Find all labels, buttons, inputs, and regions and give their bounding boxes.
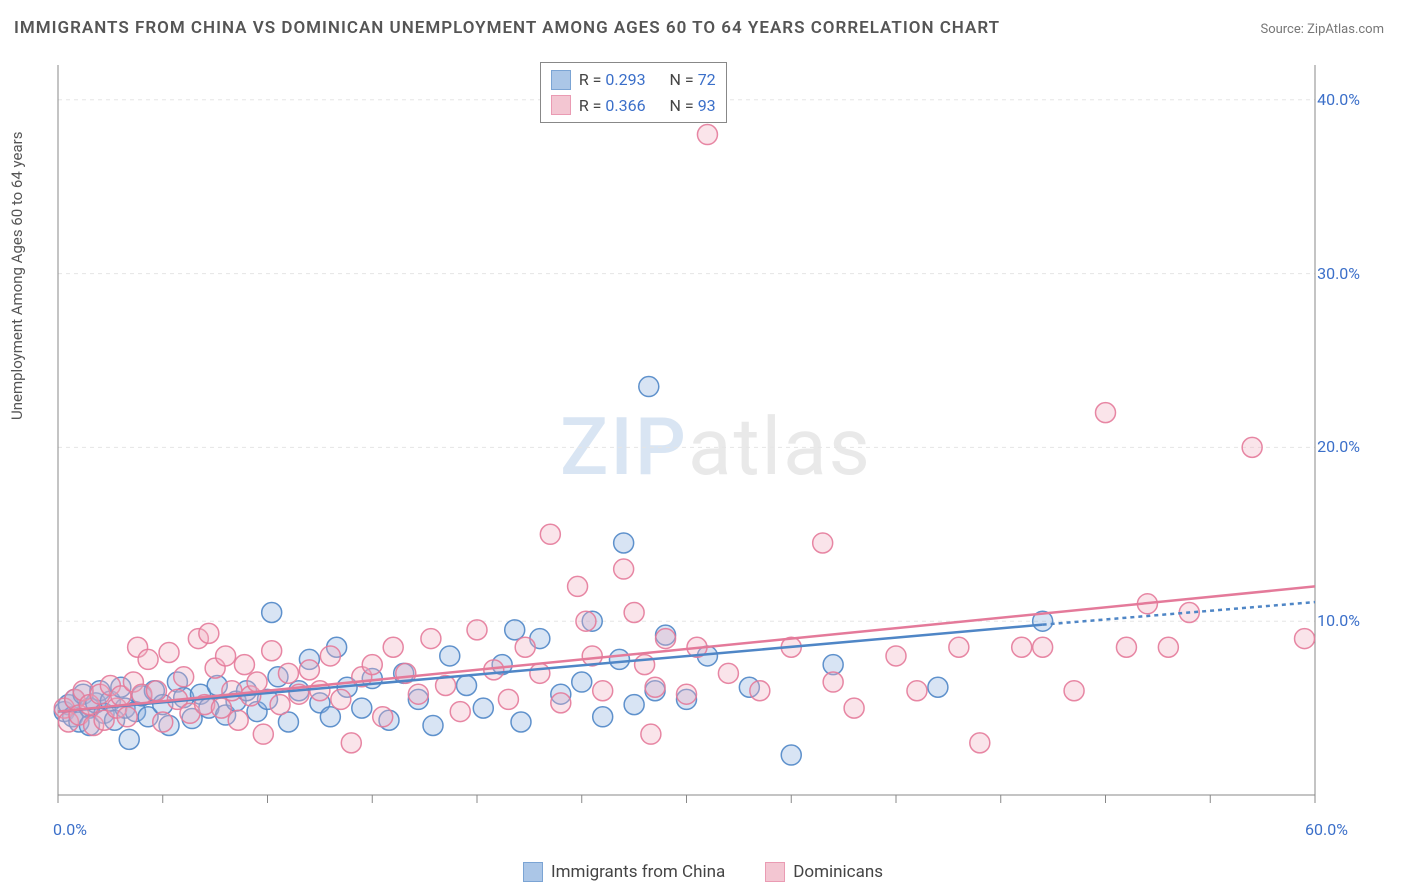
legend-swatch bbox=[551, 95, 571, 115]
y-axis-label: Unemployment Among Ages 60 to 64 years bbox=[8, 132, 26, 420]
stats-legend-row: R = 0.293 N = 72 bbox=[551, 67, 716, 93]
swatch-dominican bbox=[765, 862, 785, 882]
x-tick-label: 60.0% bbox=[1305, 820, 1348, 839]
y-tick-label: 30.0% bbox=[1317, 264, 1360, 283]
source-label: Source: ZipAtlas.com bbox=[1260, 22, 1384, 37]
bottom-legend: Immigrants from China Dominicans bbox=[523, 862, 883, 882]
legend-item-china: Immigrants from China bbox=[523, 862, 725, 882]
legend-swatch bbox=[551, 70, 571, 90]
chart-title: IMMIGRANTS FROM CHINA VS DOMINICAN UNEMP… bbox=[14, 18, 1000, 38]
legend-label-dominican: Dominicans bbox=[793, 862, 883, 882]
r-label: R = 0.293 bbox=[579, 67, 646, 93]
legend-item-dominican: Dominicans bbox=[765, 862, 883, 882]
y-tick-label: 10.0% bbox=[1317, 611, 1360, 630]
n-label: N = 72 bbox=[670, 67, 716, 93]
stats-legend-row: R = 0.366 N = 93 bbox=[551, 93, 716, 119]
stats-legend: R = 0.293 N = 72R = 0.366 N = 93 bbox=[540, 62, 727, 123]
scatter-svg bbox=[50, 60, 1360, 820]
swatch-china bbox=[523, 862, 543, 882]
r-label: R = 0.366 bbox=[579, 93, 646, 119]
x-tick-label: 0.0% bbox=[53, 820, 87, 839]
y-tick-label: 20.0% bbox=[1317, 437, 1360, 456]
n-label: N = 93 bbox=[670, 93, 716, 119]
legend-label-china: Immigrants from China bbox=[551, 862, 725, 882]
plot-area: 10.0%20.0%30.0%40.0% 0.0%60.0% R = 0.293… bbox=[50, 60, 1360, 820]
y-tick-label: 40.0% bbox=[1317, 90, 1360, 109]
